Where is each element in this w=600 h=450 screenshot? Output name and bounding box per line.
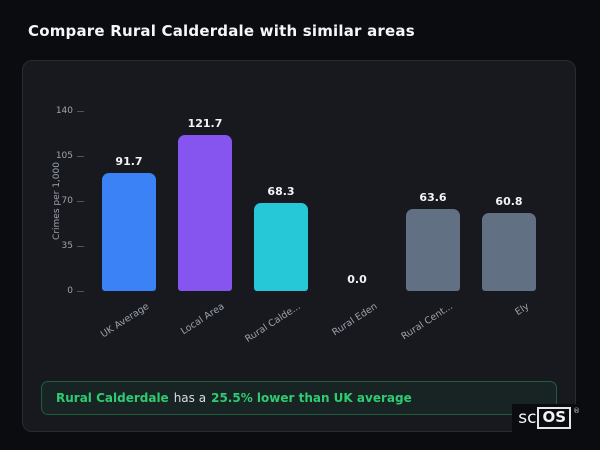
logo-boxed-text: OS xyxy=(537,407,571,429)
x-tick-label: Ely xyxy=(513,301,531,318)
bar[interactable] xyxy=(406,209,460,291)
bar-value-label: 68.3 xyxy=(267,185,295,199)
bar-column: 60.8 Ely xyxy=(471,111,547,318)
chart-card: Crimes per 1,000 0 35 70 105 140 91.7 UK Aver… xyxy=(22,60,576,432)
y-tick-label: 35 xyxy=(61,241,73,251)
bar-column: 121.7 Local Area xyxy=(167,111,243,337)
x-tick-label: Rural Cent... xyxy=(399,301,455,343)
y-tick-label: 70 xyxy=(61,196,73,206)
scos-logo: sc OS ® xyxy=(512,404,586,433)
y-tick-mark xyxy=(77,246,84,247)
bar-value-label: 0.0 xyxy=(347,273,367,286)
bar-value-label: 91.7 xyxy=(115,155,143,169)
bar-value-label: 121.7 xyxy=(187,116,223,130)
bar[interactable] xyxy=(102,173,156,291)
registered-mark-icon: ® xyxy=(573,407,580,415)
x-tick-label: UK Average xyxy=(98,301,151,341)
logo-prefix: sc xyxy=(518,408,537,428)
bar[interactable] xyxy=(254,203,308,291)
x-tick-label: Local Area xyxy=(179,301,227,338)
x-tick-label: Rural Calde... xyxy=(243,301,303,345)
bar[interactable] xyxy=(178,134,232,291)
y-tick-mark xyxy=(77,111,84,112)
summary-stat-text: 25.5% lower than UK average xyxy=(211,391,412,405)
summary-area-name: Rural Calderdale xyxy=(56,391,169,405)
y-tick-label: 105 xyxy=(55,151,73,161)
page-title: Compare Rural Calderdale with similar ar… xyxy=(28,22,415,40)
bar-column: 68.3 Rural Calde... xyxy=(243,111,319,345)
y-tick-mark xyxy=(77,156,84,157)
summary-banner: Rural Calderdale has a 25.5% lower than … xyxy=(41,381,557,415)
plot-area: 91.7 UK Average 121.7 Local Area 68.3 Rural C… xyxy=(91,111,547,345)
bar-column: 0.0 Rural Eden xyxy=(319,111,395,338)
y-tick-label: 0 xyxy=(67,286,73,296)
x-tick-label: Rural Eden xyxy=(329,301,379,339)
bar-value-label: 63.6 xyxy=(419,191,447,205)
y-tick-label: 140 xyxy=(55,106,73,116)
bar[interactable] xyxy=(482,212,536,291)
summary-connector-text: has a xyxy=(173,391,207,405)
bar-value-label: 60.8 xyxy=(495,194,523,208)
y-tick-mark xyxy=(77,201,84,202)
y-axis: 0 35 70 105 140 xyxy=(23,106,87,296)
bar-column: 91.7 UK Average xyxy=(91,111,167,340)
y-tick-mark xyxy=(77,291,84,292)
bar-column: 63.6 Rural Cent... xyxy=(395,111,471,342)
